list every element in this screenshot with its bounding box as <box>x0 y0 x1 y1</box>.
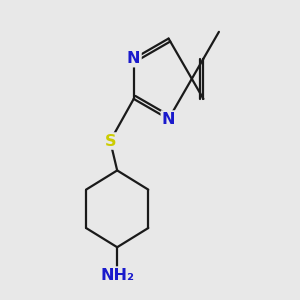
Text: N: N <box>127 51 140 66</box>
Text: NH₂: NH₂ <box>100 268 134 283</box>
Text: S: S <box>104 134 116 148</box>
Text: N: N <box>162 112 175 127</box>
